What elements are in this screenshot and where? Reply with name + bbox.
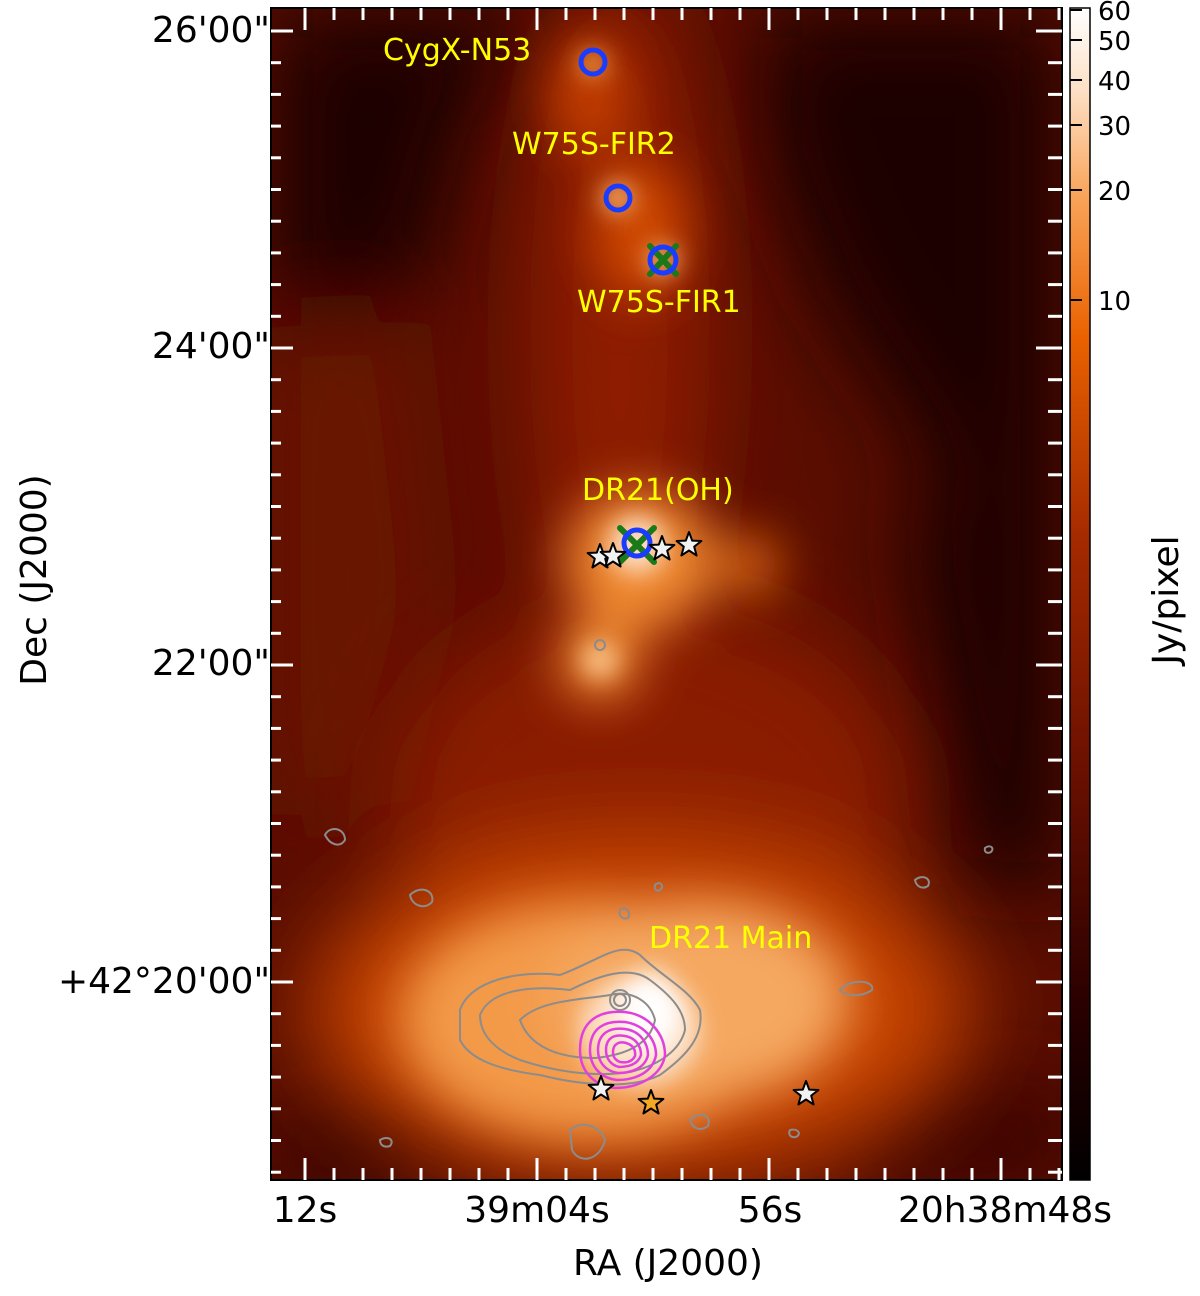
y-tick-label: 26'00": [152, 10, 270, 51]
x-tick-label: 56s: [738, 1190, 803, 1231]
label-w75s-fir1: W75S-FIR1: [577, 285, 741, 320]
x-ticks: [303, 8, 1061, 1180]
colorbar-tick-label: 50: [1098, 27, 1131, 57]
emission-map: [271, 8, 1062, 1180]
circle-cygx-n53: [578, 47, 608, 77]
x-tick-label: 20h38m48s: [898, 1190, 1112, 1231]
label-cygx-n53: CygX-N53: [383, 33, 531, 68]
circle-dr21oh: [621, 527, 653, 559]
colorbar-tick-label: 40: [1098, 67, 1131, 97]
y-tick-label: 22'00": [152, 643, 270, 684]
y-tick-label: +42°20'00": [58, 961, 270, 1002]
star-marker: [792, 1080, 820, 1106]
colorbar-tick-label: 10: [1098, 287, 1131, 317]
circle-w75s-fir1: [647, 244, 679, 276]
map-frame: [270, 7, 1063, 1181]
circle-w75s-fir2: [603, 183, 633, 213]
colorbar-title: Jy/pixel: [1146, 535, 1187, 666]
x-tick-label: 39m04s: [464, 1190, 609, 1231]
source-circles: [578, 47, 679, 559]
star-marker: [648, 535, 676, 561]
y-ticks: [271, 29, 1062, 1174]
x-tick-label: 12s: [273, 1190, 338, 1231]
x-axis-title: RA (J2000): [573, 1243, 763, 1284]
y-axis-title: Dec (J2000): [14, 474, 55, 685]
stars: [586, 531, 820, 1115]
colorbar-tick-label: 30: [1098, 112, 1131, 142]
colorbar-tick-label: 20: [1098, 177, 1131, 207]
colorbar: [1069, 7, 1091, 1181]
gray-contours: [323, 639, 994, 1160]
star-marker: [675, 531, 703, 557]
colorbar-ticks: [1070, 9, 1082, 301]
label-w75s-fir2: W75S-FIR2: [512, 127, 676, 162]
label-dr21-main: DR21 Main: [649, 921, 812, 956]
star-marker: [637, 1089, 665, 1115]
star-marker: [587, 1075, 615, 1101]
label-dr21oh: DR21(OH): [582, 473, 734, 508]
y-tick-label: 24'00": [152, 326, 270, 367]
colorbar-tick-label: 60: [1098, 0, 1131, 27]
star-marker: [599, 542, 627, 568]
